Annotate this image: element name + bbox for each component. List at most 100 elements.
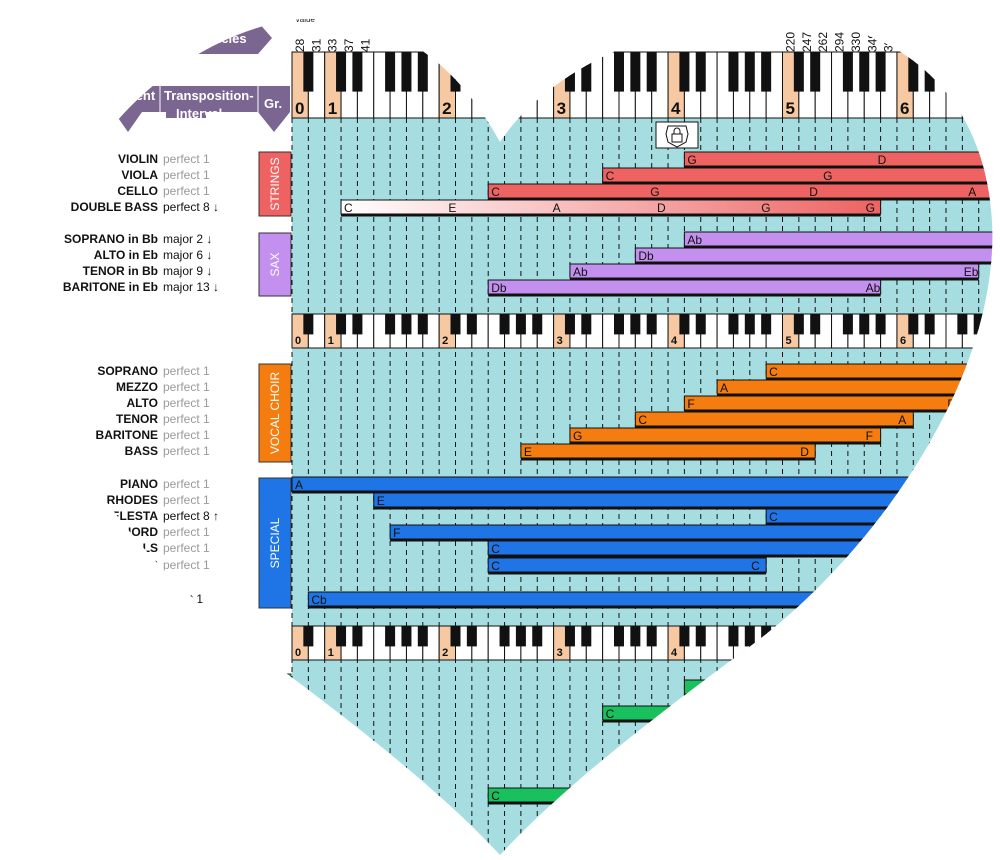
transposition-interval: perfect 1 <box>163 396 210 410</box>
black-key <box>728 626 739 647</box>
black-key <box>924 626 935 647</box>
black-key <box>417 52 428 92</box>
octave-number: 5 <box>786 335 792 347</box>
octave-number: 4 <box>671 335 678 347</box>
black-key <box>630 314 641 335</box>
instrument-name: TENOR in Bb <box>82 264 158 278</box>
frequency-label: 784 <box>996 32 1000 52</box>
instrument-name: BARITONE <box>95 428 158 442</box>
black-key <box>810 314 821 335</box>
instrument-name: BARITONE in Eb <box>62 280 158 294</box>
white-key <box>831 625 849 661</box>
range-bar: GDAE <box>683 151 993 169</box>
octave-number: 6 <box>900 99 909 118</box>
note-label: F <box>866 429 873 443</box>
white-key <box>504 51 522 119</box>
instrument-row: RHODES perfect 1 <box>0 492 258 508</box>
black-key <box>875 52 886 92</box>
octave-number: 3 <box>557 99 566 118</box>
group-box: STRINGS <box>258 151 292 217</box>
note-label: Db <box>491 281 507 295</box>
black-key <box>401 314 412 335</box>
range-bar: F <box>389 524 993 542</box>
range-bar: E <box>373 492 993 510</box>
transposition-interval: major 6 ↓ <box>163 248 213 262</box>
group-box: SPECIAL <box>258 477 292 609</box>
transposition-interval: perfect 1 <box>163 412 210 426</box>
range-bar <box>683 679 993 697</box>
white-key <box>929 625 947 661</box>
octave-number: 1 <box>328 647 334 659</box>
note-label: F <box>393 526 400 540</box>
octave-number: 4 <box>671 99 681 118</box>
black-key <box>744 314 755 335</box>
transposition-interval: perfect 1 <box>163 380 210 394</box>
note-label: E <box>524 445 532 459</box>
black-key <box>679 626 690 647</box>
instrument-row: ALTO in Eb major 6 ↓ <box>0 247 258 263</box>
note-label: C <box>491 789 500 803</box>
white-key <box>995 52 1000 118</box>
black-key <box>761 52 772 92</box>
transposition-interval: perfect 1 <box>163 477 210 491</box>
white-key <box>487 51 506 119</box>
frequency-label: 247 <box>800 32 814 52</box>
black-key <box>957 626 968 647</box>
note-label: C <box>769 510 778 524</box>
black-key <box>875 314 886 335</box>
instrument-name: VIOLA <box>121 168 158 182</box>
frequency-label: 494 <box>914 32 928 52</box>
octave-number: 2 <box>442 335 448 347</box>
note-label: G <box>650 185 659 199</box>
octave-number: 1 <box>328 335 334 347</box>
note-label: A <box>720 381 728 395</box>
black-key <box>859 314 870 335</box>
black-key <box>401 626 412 647</box>
black-key <box>417 314 428 335</box>
group-box <box>258 673 292 715</box>
white-key <box>961 625 980 661</box>
black-key <box>303 626 314 647</box>
octave-number: 1 <box>328 99 337 118</box>
black-key <box>761 314 772 335</box>
instrument-row: ELESTA perfect 8 ↑ <box>0 508 258 524</box>
white-key <box>814 625 833 661</box>
octave-number: 6 <box>900 647 906 659</box>
frequency-label: 523 <box>931 32 945 52</box>
note-label: D <box>878 153 887 167</box>
instrument-name: CELLO <box>117 184 158 198</box>
group-box: SAX <box>258 232 292 297</box>
note-label: C <box>491 542 500 556</box>
note-label: D <box>800 445 809 459</box>
instrument-name: MEZZO <box>116 380 158 394</box>
black-key <box>973 52 984 92</box>
note-label: A <box>968 185 976 199</box>
black-key <box>614 314 624 335</box>
transposition-interval: perfect 1 <box>163 493 210 507</box>
black-key <box>744 626 755 647</box>
octave-number: 2 <box>442 647 448 659</box>
frequency-label: 262 <box>816 32 830 52</box>
range-bar <box>765 695 993 713</box>
note-label: Db <box>638 249 654 263</box>
black-key <box>793 314 804 335</box>
black-key <box>336 626 347 647</box>
transposition-interval: perfect 8 ↓ <box>163 200 220 214</box>
octave-number: 4 <box>671 647 678 659</box>
black-key <box>581 314 592 335</box>
black-key <box>728 314 739 335</box>
black-key <box>957 52 968 92</box>
white-key <box>863 625 882 661</box>
group-label: STRINGS <box>268 157 282 210</box>
black-key <box>908 52 919 92</box>
note-label: F <box>687 397 694 411</box>
white-key <box>880 625 898 661</box>
black-key <box>646 314 657 335</box>
black-key <box>515 314 526 335</box>
black-key <box>450 626 461 647</box>
black-key <box>646 52 657 92</box>
